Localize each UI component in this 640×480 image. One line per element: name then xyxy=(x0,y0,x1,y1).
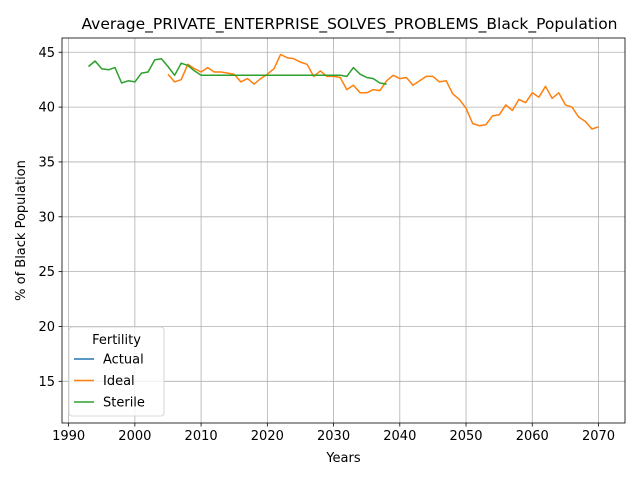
series-line-ideal xyxy=(167,53,599,130)
plot-series xyxy=(88,53,599,130)
legend: Fertility Actual Ideal Sterile xyxy=(68,326,165,417)
legend-label-sterile: Sterile xyxy=(103,396,145,411)
y-tick-label: 20 xyxy=(38,320,55,335)
y-axis-label: % of Black Population xyxy=(14,160,29,301)
y-tick-label: 40 xyxy=(38,101,55,116)
axes-frame xyxy=(61,37,626,424)
y-tick-label: 45 xyxy=(38,46,55,61)
x-tick-label: 2040 xyxy=(383,429,416,444)
x-axis-label: Years xyxy=(325,451,361,466)
y-tick-label: 25 xyxy=(38,265,55,280)
legend-label-actual: Actual xyxy=(103,353,144,368)
legend-title: Fertility xyxy=(92,333,141,348)
x-tick-label: 1990 xyxy=(52,429,85,444)
grid-lines xyxy=(62,38,625,423)
chart-title: Average_PRIVATE_ENTERPRISE_SOLVES_PROBLE… xyxy=(81,15,617,34)
x-tick-label: 2050 xyxy=(449,429,482,444)
x-tick-label: 2000 xyxy=(118,429,151,444)
y-tick-label: 35 xyxy=(38,155,55,170)
y-axis-ticks: 15 20 25 30 35 40 45 xyxy=(38,46,62,390)
x-tick-label: 2020 xyxy=(251,429,284,444)
legend-label-ideal: Ideal xyxy=(103,374,135,389)
legend-box xyxy=(68,326,165,417)
x-tick-label: 2060 xyxy=(516,429,549,444)
y-tick-label: 30 xyxy=(38,210,55,225)
x-axis-ticks: 1990 2000 2010 2020 2030 2040 2050 2060 2070 xyxy=(52,423,615,444)
x-tick-label: 2030 xyxy=(317,429,350,444)
series-line-sterile xyxy=(88,58,387,85)
x-tick-label: 2010 xyxy=(185,429,218,444)
y-tick-label: 15 xyxy=(38,375,55,390)
x-tick-label: 2070 xyxy=(582,429,615,444)
